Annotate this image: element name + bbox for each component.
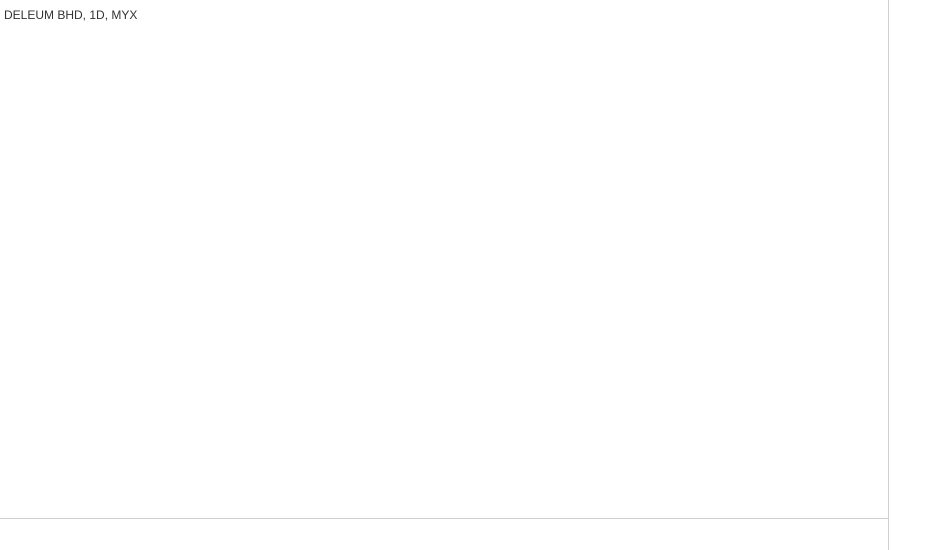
- chart-title: DELEUM BHD, 1D, MYX: [4, 8, 137, 22]
